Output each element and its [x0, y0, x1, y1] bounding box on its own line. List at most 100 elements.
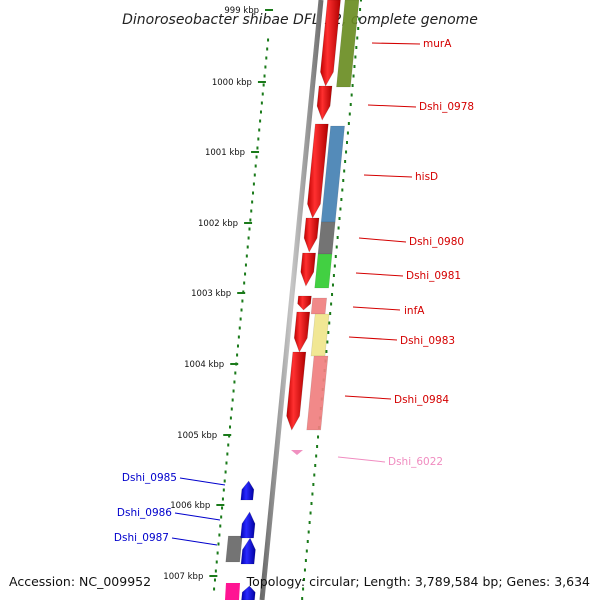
- guide-dot: [330, 302, 333, 306]
- gene-arrow[interactable]: [241, 585, 256, 600]
- guide-dot: [264, 65, 267, 69]
- guide-dot: [306, 540, 309, 543]
- gene-arrow[interactable]: [291, 450, 303, 455]
- guide-dot: [255, 155, 258, 159]
- gene-arrow[interactable]: [240, 511, 256, 539]
- gene-track: [240, 0, 341, 600]
- guide-dot: [221, 497, 224, 501]
- gene-feature-block: [310, 313, 330, 357]
- gene-label[interactable]: hisD: [415, 171, 438, 183]
- guide-dot: [353, 65, 356, 68]
- guide-dot: [304, 559, 307, 562]
- guide-dot: [344, 160, 347, 163]
- gene-arrow[interactable]: [293, 311, 311, 353]
- gene-arrow[interactable]: [297, 295, 312, 311]
- guide-dot: [262, 83, 265, 87]
- guide-dot: [234, 371, 237, 375]
- guide-dot: [333, 264, 336, 268]
- gene-label[interactable]: Dshi_6022: [388, 456, 443, 468]
- gene-arrow[interactable]: [240, 537, 256, 565]
- scale-tick-label: 1001 kbp: [205, 148, 245, 158]
- guide-dot: [251, 200, 254, 204]
- guide-dot: [232, 389, 235, 393]
- guide-dot: [346, 131, 349, 135]
- gene-label[interactable]: Dshi_0983: [400, 335, 455, 347]
- guide-dot: [233, 380, 236, 384]
- gene-arrow[interactable]: [320, 0, 341, 87]
- gene-label[interactable]: Dshi_0987: [114, 532, 169, 544]
- guide-dot: [229, 425, 232, 429]
- gene-feature-block: [310, 297, 328, 315]
- gene-label[interactable]: Dshi_0986: [117, 507, 172, 519]
- gene-label-leader: [179, 477, 226, 486]
- guide-dot: [261, 92, 264, 96]
- guide-dot: [309, 511, 312, 515]
- guide-dot: [332, 274, 335, 277]
- gene-arrow[interactable]: [286, 351, 307, 431]
- guide-dot: [342, 179, 345, 182]
- gene-arrow[interactable]: [240, 480, 255, 501]
- guide-dot: [216, 551, 219, 555]
- gene-feature-block: [225, 583, 240, 600]
- guide-dot: [266, 47, 269, 51]
- guide-dot: [258, 128, 261, 132]
- gene-label[interactable]: infA: [404, 305, 425, 317]
- gene-label-leader: [358, 237, 407, 243]
- gene-arrow[interactable]: [307, 123, 329, 219]
- guide-dot: [222, 488, 225, 492]
- guide-dot: [224, 470, 227, 474]
- guide-dot: [223, 479, 226, 483]
- guide-dot: [350, 93, 353, 97]
- guide-dot: [307, 530, 310, 534]
- gene-feature-block: [225, 535, 243, 563]
- gene-label[interactable]: Dshi_0981: [406, 270, 461, 282]
- gene-feature-block: [336, 0, 360, 88]
- gene-label[interactable]: murA: [423, 38, 452, 50]
- gene-label[interactable]: Dshi_0985: [122, 472, 177, 484]
- gene-label-leader: [352, 306, 401, 311]
- gene-label[interactable]: Dshi_0978: [419, 101, 474, 113]
- guide-dot: [252, 191, 255, 195]
- gene-arrow[interactable]: [303, 217, 320, 253]
- guide-dot: [236, 353, 239, 357]
- guide-dot: [335, 245, 338, 249]
- guide-dot: [316, 445, 319, 448]
- guide-dot: [311, 492, 314, 496]
- guide-dot: [253, 173, 256, 177]
- guide-dot: [328, 321, 331, 325]
- guide-dot: [347, 122, 350, 125]
- guide-dot: [241, 299, 244, 303]
- guide-dot: [249, 218, 252, 222]
- gene-label-leader: [355, 272, 404, 277]
- guide-dot: [265, 56, 268, 60]
- scale-tick-label: 999 kbp: [224, 6, 259, 16]
- gene-label-leader: [171, 537, 218, 546]
- genome-backbone: [259, 0, 324, 600]
- guide-dot: [227, 443, 230, 447]
- guide-dot: [240, 308, 243, 312]
- guide-dot: [218, 533, 221, 537]
- guide-dot: [303, 568, 306, 572]
- gene-arrow[interactable]: [300, 252, 316, 287]
- scale-tick-label: 1000 kbp: [212, 78, 252, 88]
- guide-dot: [220, 515, 223, 519]
- guide-dot: [338, 217, 341, 220]
- guide-dot: [349, 103, 352, 106]
- guide-dot: [217, 542, 220, 546]
- guide-dot: [334, 255, 337, 258]
- gene-label[interactable]: Dshi_0980: [409, 236, 464, 248]
- guide-dot: [215, 560, 218, 564]
- guide-dot: [230, 407, 233, 411]
- guide-dot: [243, 281, 246, 285]
- guide-dot: [226, 452, 229, 456]
- guide-dot: [239, 317, 242, 321]
- guide-dot: [213, 587, 216, 591]
- feature-track: [225, 0, 360, 600]
- guide-dot: [336, 236, 339, 239]
- guide-dot: [326, 340, 329, 344]
- gene-label[interactable]: Dshi_0984: [394, 394, 449, 406]
- gene-arrow[interactable]: [316, 85, 333, 121]
- guide-dot: [341, 188, 344, 192]
- guide-dot: [254, 164, 257, 168]
